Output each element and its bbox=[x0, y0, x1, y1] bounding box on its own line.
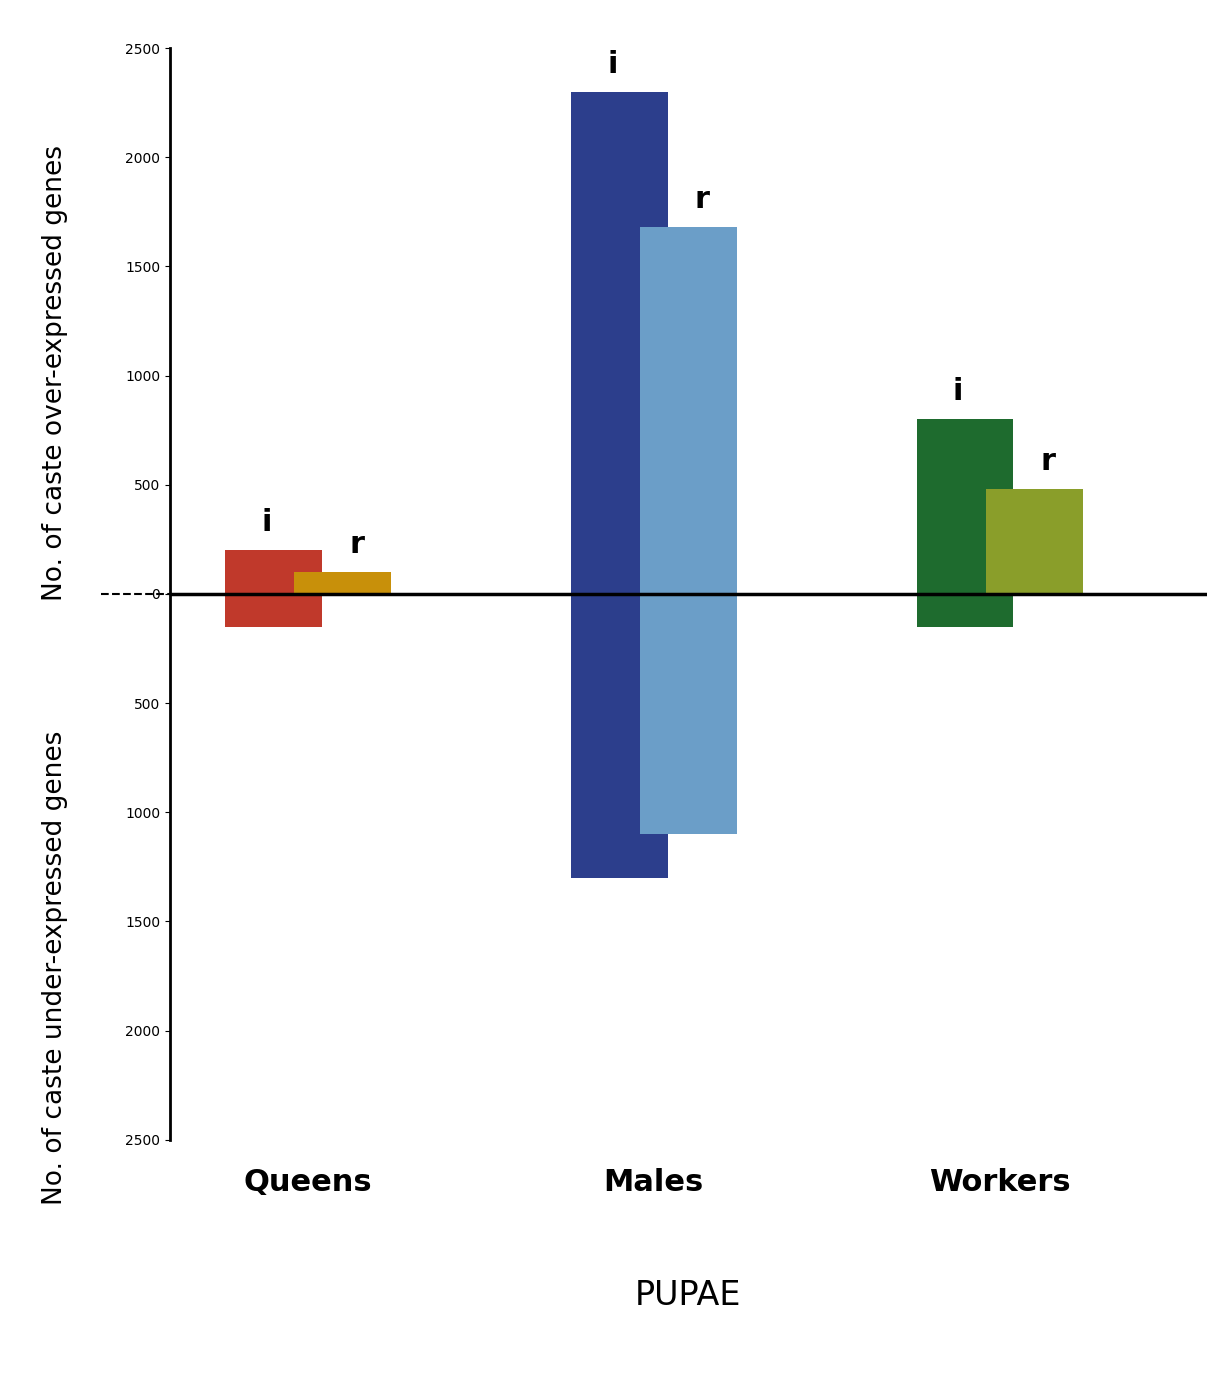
Text: Males: Males bbox=[604, 1168, 704, 1197]
Bar bbox=[571, 91, 667, 878]
Text: r: r bbox=[695, 185, 710, 214]
Bar bbox=[640, 227, 737, 835]
Text: No. of caste over-expressed genes: No. of caste over-expressed genes bbox=[42, 145, 68, 601]
X-axis label: PUPAE: PUPAE bbox=[635, 1278, 742, 1312]
Text: i: i bbox=[953, 377, 963, 406]
Text: r: r bbox=[349, 531, 364, 560]
Bar bbox=[986, 489, 1083, 594]
Text: Workers: Workers bbox=[929, 1168, 1070, 1197]
Bar bbox=[295, 572, 391, 594]
Text: i: i bbox=[607, 50, 617, 79]
Text: r: r bbox=[1040, 448, 1056, 475]
Bar bbox=[225, 550, 321, 626]
Text: Queens: Queens bbox=[244, 1168, 373, 1197]
Bar bbox=[916, 419, 1013, 626]
Text: No. of caste under-expressed genes: No. of caste under-expressed genes bbox=[42, 730, 68, 1205]
Text: i: i bbox=[262, 509, 271, 538]
